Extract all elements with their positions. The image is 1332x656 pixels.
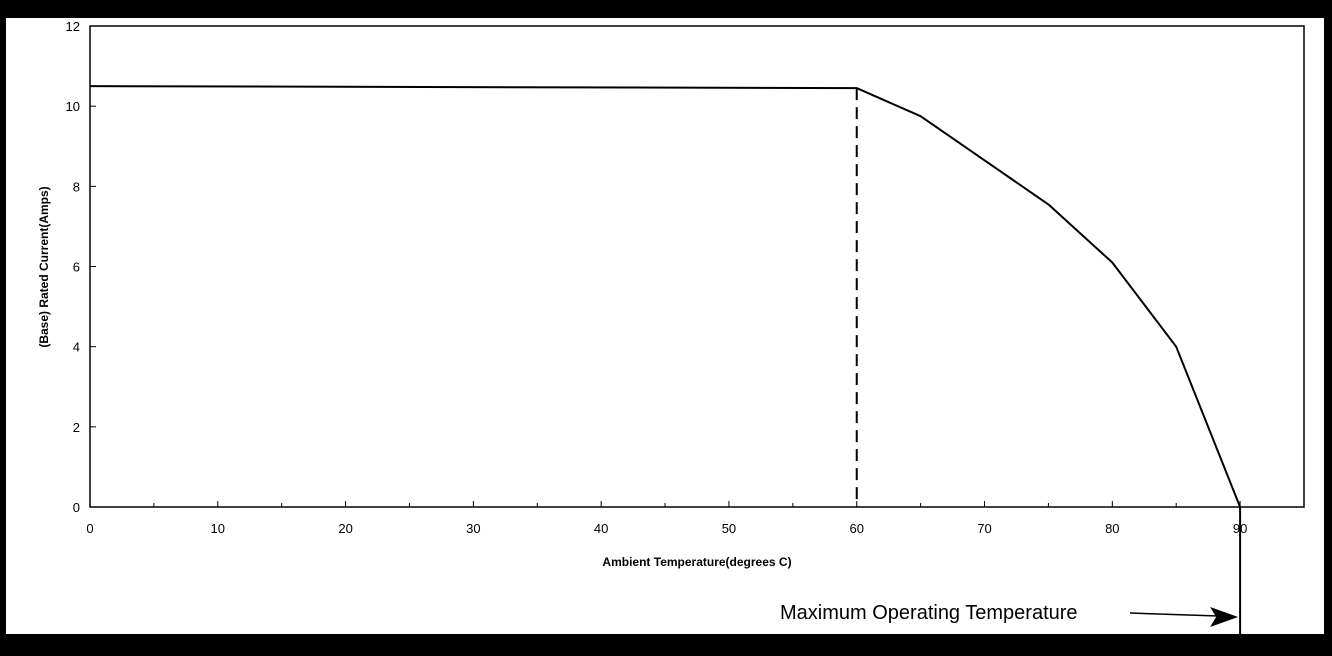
- x-tick-label: 20: [338, 521, 352, 536]
- derating-curve: [89, 85, 1242, 508]
- x-axis-label: Ambient Temperature(degrees C): [602, 555, 791, 569]
- max-operating-temperature-label: Maximum Operating Temperature: [780, 602, 1078, 624]
- y-tick-label: 10: [66, 99, 80, 114]
- x-tick-label: 80: [1105, 521, 1119, 536]
- y-tick-label: 2: [73, 420, 80, 435]
- x-tick-label: 0: [86, 521, 93, 536]
- x-tick-label: 50: [722, 521, 736, 536]
- x-tick-label: 10: [211, 521, 225, 536]
- annotation-layer: [1129, 507, 1242, 634]
- y-tick-label: 12: [66, 19, 80, 34]
- annotation-arrow-shaft: [1129, 612, 1219, 617]
- x-tick-label: 60: [850, 521, 864, 536]
- y-axis-ticks: 0 2 4 6 8 10 12: [66, 19, 96, 515]
- y-tick-label: 8: [73, 179, 80, 194]
- x-tick-label: 40: [594, 521, 608, 536]
- plot-frame: [89, 25, 1305, 508]
- scan-border-right: [1324, 0, 1332, 656]
- scan-border-top: [0, 0, 1332, 18]
- annotation-arrow-head: [1210, 607, 1239, 627]
- scan-border-left: [0, 0, 6, 656]
- y-axis-label: (Base) Rated Current(Amps): [37, 186, 51, 347]
- x-tick-label: 30: [466, 521, 480, 536]
- scan-border-bottom: [0, 634, 1332, 656]
- x-axis-ticks: 0102030405060708090: [86, 501, 1247, 536]
- y-tick-label: 0: [73, 500, 80, 515]
- series-layer: [89, 85, 1242, 508]
- y-tick-label: 6: [73, 260, 80, 275]
- x-tick-label: 70: [977, 521, 991, 536]
- y-tick-label: 4: [73, 340, 80, 355]
